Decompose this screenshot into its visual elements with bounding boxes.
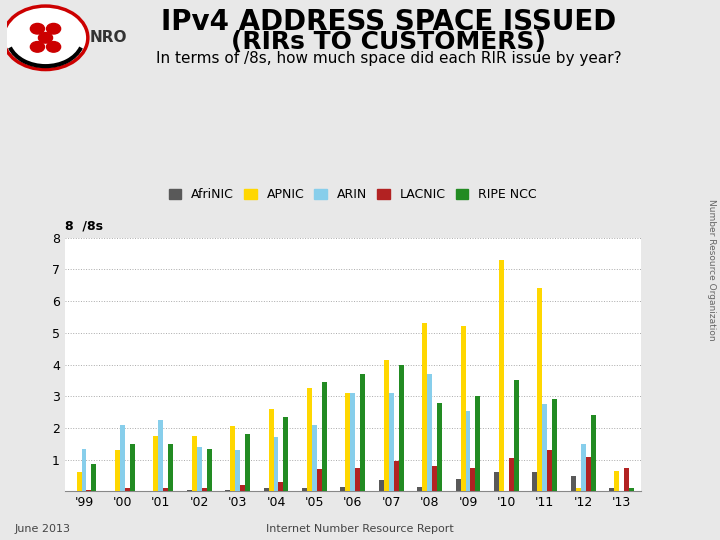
Bar <box>274 437 279 491</box>
Bar <box>629 488 634 491</box>
Bar <box>317 469 322 491</box>
Bar <box>437 403 442 491</box>
Bar <box>394 461 399 491</box>
Bar <box>351 393 355 491</box>
Bar <box>197 447 202 491</box>
Bar <box>225 490 230 491</box>
Bar <box>230 427 235 491</box>
Circle shape <box>47 42 60 52</box>
Bar <box>399 364 404 491</box>
Text: Internet Number Resource Report: Internet Number Resource Report <box>266 523 454 534</box>
Bar <box>461 326 466 491</box>
Bar <box>202 488 207 491</box>
Circle shape <box>30 42 45 52</box>
Bar <box>456 478 461 491</box>
Bar <box>389 393 394 491</box>
Bar <box>552 400 557 491</box>
Bar <box>590 415 595 491</box>
Bar <box>585 456 590 491</box>
Bar <box>576 488 581 491</box>
Bar <box>355 468 360 491</box>
Bar <box>470 468 475 491</box>
Bar <box>341 487 346 491</box>
Bar <box>475 396 480 491</box>
Bar <box>466 410 470 491</box>
Bar <box>322 382 327 491</box>
Circle shape <box>38 32 53 43</box>
Bar <box>360 374 365 491</box>
Bar <box>422 323 427 491</box>
Bar <box>312 425 317 491</box>
Text: Number Resource Organization: Number Resource Organization <box>707 199 716 341</box>
Bar <box>91 464 96 491</box>
Bar <box>120 425 125 491</box>
Bar <box>427 374 432 491</box>
Bar <box>130 444 135 491</box>
Bar <box>269 409 274 491</box>
Bar <box>547 450 552 491</box>
Bar <box>245 434 250 491</box>
Bar <box>153 436 158 491</box>
Bar <box>346 393 351 491</box>
Bar <box>499 260 504 491</box>
Bar <box>514 380 519 491</box>
Bar <box>614 471 619 491</box>
Bar <box>571 476 576 491</box>
Circle shape <box>3 6 88 70</box>
Bar <box>81 449 86 491</box>
Bar <box>163 488 168 491</box>
Bar <box>76 472 81 491</box>
Bar <box>264 488 269 491</box>
Text: In terms of /8s, how much space did each RIR issue by year?: In terms of /8s, how much space did each… <box>156 51 621 66</box>
Bar <box>168 444 174 491</box>
Bar <box>284 417 289 491</box>
Bar <box>158 420 163 491</box>
Text: June 2013: June 2013 <box>14 523 71 534</box>
Bar <box>624 468 629 491</box>
Bar <box>307 388 312 491</box>
Bar <box>537 288 542 491</box>
Bar <box>494 472 499 491</box>
Text: (RIRs TO CUSTOMERS): (RIRs TO CUSTOMERS) <box>231 30 546 53</box>
Bar <box>186 490 192 491</box>
Bar <box>115 450 120 491</box>
Bar <box>192 436 197 491</box>
Bar <box>125 488 130 491</box>
Bar <box>240 485 245 491</box>
Text: NRO: NRO <box>90 30 127 45</box>
Bar <box>384 360 389 491</box>
Bar <box>532 472 537 491</box>
Circle shape <box>47 23 60 34</box>
Bar <box>279 482 284 491</box>
Bar <box>379 480 384 491</box>
Bar <box>432 466 437 491</box>
Bar <box>302 488 307 491</box>
Bar <box>581 444 585 491</box>
Text: 8  /8s: 8 /8s <box>65 220 103 233</box>
Legend: AfriNIC, APNIC, ARIN, LACNIC, RIPE NCC: AfriNIC, APNIC, ARIN, LACNIC, RIPE NCC <box>168 188 537 201</box>
Bar <box>609 488 614 491</box>
Bar <box>235 450 240 491</box>
Circle shape <box>30 23 45 34</box>
Bar <box>417 487 422 491</box>
Bar <box>207 449 212 491</box>
Text: IPv4 ADDRESS SPACE ISSUED: IPv4 ADDRESS SPACE ISSUED <box>161 8 616 36</box>
Bar <box>542 404 547 491</box>
Bar <box>86 490 91 491</box>
Bar <box>509 458 514 491</box>
